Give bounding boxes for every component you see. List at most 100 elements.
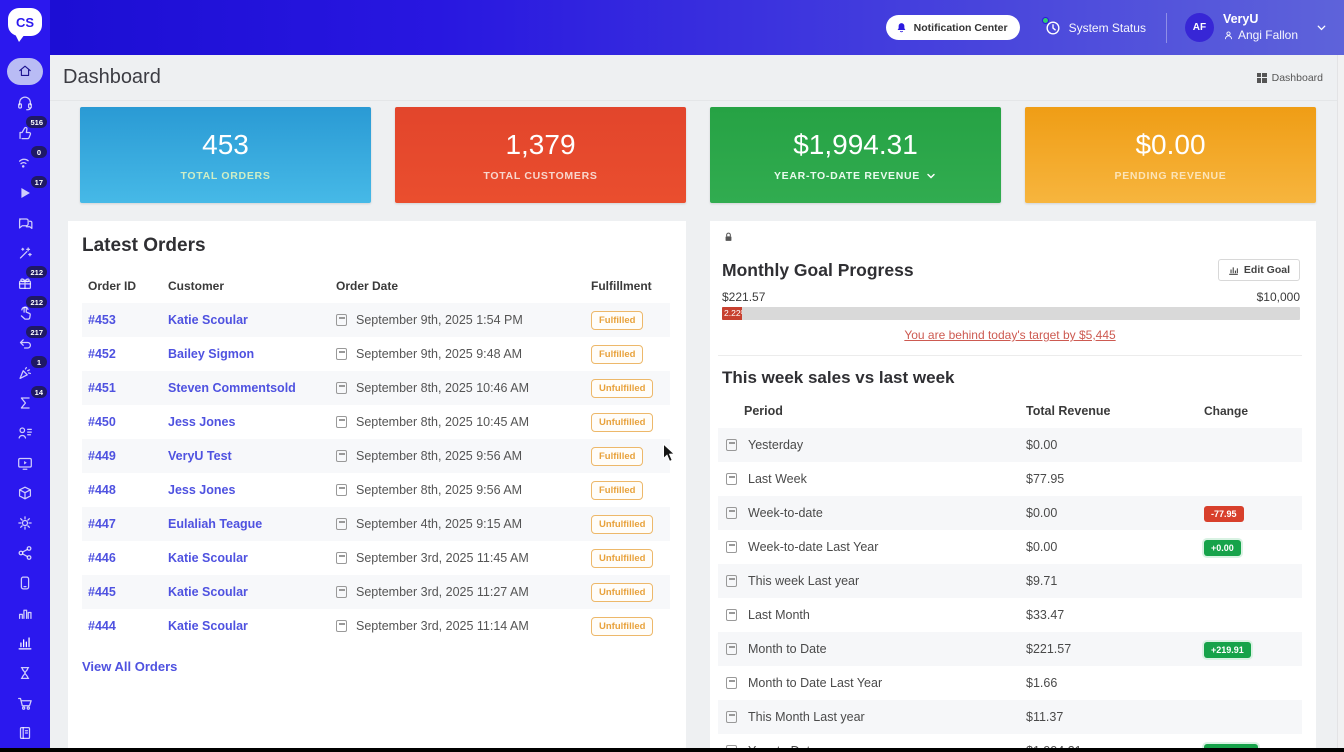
table-row[interactable]: #452 Bailey Sigmon September 9th, 2025 9…	[82, 337, 670, 371]
period-label: This Month Last year	[748, 710, 865, 724]
order-id-link[interactable]: #448	[88, 483, 116, 497]
table-row: This Month Last year $11.37	[718, 700, 1302, 734]
notification-center-button[interactable]: Notification Center	[885, 15, 1020, 40]
table-row[interactable]: #446 Katie Scoular September 3rd, 2025 1…	[82, 541, 670, 575]
status-online-dot	[1041, 16, 1049, 24]
pending-revenue-card[interactable]: $0.00 PENDING REVENUE	[1025, 107, 1316, 203]
fulfillment-badge: Unfulfilled	[591, 379, 654, 398]
sidebar-item-engagement[interactable]: 516	[0, 116, 50, 148]
customer-link[interactable]: Katie Scoular	[168, 551, 248, 565]
customer-link[interactable]: Jess Jones	[168, 483, 236, 497]
customer-link[interactable]: Eulaliah Teague	[168, 517, 263, 531]
contacts-icon	[18, 427, 32, 439]
sidebar-item-offers[interactable]: 212	[0, 266, 50, 298]
calendar-icon	[336, 620, 347, 632]
customer-link[interactable]: Steven Commentsold	[168, 381, 296, 395]
sidebar-item-media[interactable]	[0, 448, 50, 478]
sidebar-item-history[interactable]	[0, 658, 50, 688]
order-date: September 9th, 2025 9:48 AM	[356, 347, 523, 361]
table-row[interactable]: #449 VeryU Test September 8th, 2025 9:56…	[82, 439, 670, 473]
customer-link[interactable]: Bailey Sigmon	[168, 347, 255, 361]
chevron-down-icon[interactable]	[1315, 21, 1328, 34]
calendar-icon	[336, 518, 347, 530]
fulfillment-badge: Unfulfilled	[591, 583, 654, 602]
sidebar-item-ledger[interactable]	[0, 718, 50, 748]
order-date: September 3rd, 2025 11:27 AM	[356, 585, 529, 599]
order-id-link[interactable]: #447	[88, 517, 116, 531]
sidebar-item-integrations[interactable]	[0, 538, 50, 568]
total-customers-card[interactable]: 1,379 TOTAL CUSTOMERS	[395, 107, 686, 203]
revenue-value: $1.66	[1026, 676, 1058, 690]
order-id-link[interactable]: #452	[88, 347, 116, 361]
right-panel: Monthly Goal Progress Edit Goal $221.57 …	[710, 221, 1316, 748]
sidebar-item-promotions[interactable]: 1	[0, 356, 50, 388]
fulfillment-badge: Fulfilled	[591, 447, 644, 466]
sidebar-item-mobile[interactable]	[0, 568, 50, 598]
funnel-icon	[20, 397, 30, 409]
sidebar-item-funnels[interactable]: 14	[0, 386, 50, 418]
calendar-icon	[726, 473, 737, 485]
order-id-link[interactable]: #449	[88, 449, 116, 463]
scrollbar[interactable]	[1337, 55, 1344, 748]
order-id-link[interactable]: #451	[88, 381, 116, 395]
system-status-button[interactable]: System Status	[1041, 16, 1146, 37]
sidebar-item-headset[interactable]	[0, 88, 50, 118]
sidebar-item-live[interactable]: 17	[0, 176, 50, 208]
col-total-revenue: Total Revenue	[1026, 404, 1111, 418]
table-row[interactable]: #444 Katie Scoular September 3rd, 2025 1…	[82, 609, 670, 643]
customer-link[interactable]: Katie Scoular	[168, 619, 248, 633]
revenue-value: $77.95	[1026, 472, 1065, 486]
sidebar-item-returns[interactable]: 217	[0, 326, 50, 358]
customer-link[interactable]: Katie Scoular	[168, 585, 248, 599]
calendar-icon	[336, 348, 347, 360]
ytd-revenue-card[interactable]: $1,994.31 YEAR-TO-DATE REVENUE	[710, 107, 1001, 203]
col-order-date: Order Date	[336, 279, 399, 293]
sidebar-item-automations[interactable]	[0, 238, 50, 268]
sidebar-item-products[interactable]	[0, 478, 50, 508]
view-all-orders-link[interactable]: View All Orders	[82, 659, 178, 674]
table-row[interactable]: #451 Steven Commentsold September 8th, 2…	[82, 371, 670, 405]
order-date: September 4th, 2025 9:15 AM	[356, 517, 523, 531]
sidebar-item-cart[interactable]	[0, 688, 50, 718]
edit-goal-button[interactable]: Edit Goal	[1217, 259, 1300, 281]
customer-link[interactable]: Katie Scoular	[168, 313, 248, 327]
badge-count: 1	[31, 356, 47, 368]
fulfillment-badge: Unfulfilled	[591, 549, 654, 568]
period-label: Last Week	[748, 472, 807, 486]
sidebar-item-analytics[interactable]	[0, 628, 50, 658]
order-date: September 8th, 2025 10:45 AM	[356, 415, 530, 429]
play-icon	[21, 188, 30, 198]
customer-link[interactable]: Jess Jones	[168, 415, 236, 429]
headset-icon	[18, 96, 32, 111]
app-logo[interactable]: CS	[8, 8, 42, 42]
customer-link[interactable]: VeryU Test	[168, 449, 232, 463]
sidebar-item-broadcast[interactable]: 0	[0, 146, 50, 178]
badge-count: 17	[30, 176, 47, 188]
table-row[interactable]: #453 Katie Scoular September 9th, 2025 1…	[82, 303, 670, 337]
org-name: VeryU	[1222, 12, 1259, 27]
sidebar-item-messages[interactable]	[0, 208, 50, 238]
table-row[interactable]: #450 Jess Jones September 8th, 2025 10:4…	[82, 405, 670, 439]
table-row[interactable]: #445 Katie Scoular September 3rd, 2025 1…	[82, 575, 670, 609]
order-id-link[interactable]: #450	[88, 415, 116, 429]
total-orders-card[interactable]: 453 TOTAL ORDERS	[80, 107, 371, 203]
order-id-link[interactable]: #453	[88, 313, 116, 327]
chevron-down-icon[interactable]	[925, 170, 937, 182]
return-arrow-icon	[19, 339, 31, 349]
change-badge: +0.00	[1204, 540, 1241, 556]
calendar-icon	[336, 450, 347, 462]
table-row[interactable]: #447 Eulaliah Teague September 4th, 2025…	[82, 507, 670, 541]
order-id-link[interactable]: #444	[88, 619, 116, 633]
user-menu[interactable]: AF VeryU Angi Fallon	[1184, 12, 1328, 43]
breadcrumb[interactable]: Dashboard	[1256, 72, 1323, 84]
sidebar-item-settings[interactable]	[0, 508, 50, 538]
sidebar-item-customers[interactable]	[0, 418, 50, 448]
period-label: Yesterday	[748, 438, 804, 452]
sidebar-item-home[interactable]	[0, 54, 50, 88]
week-compare-title: This week sales vs last week	[722, 368, 955, 387]
table-row[interactable]: #448 Jess Jones September 8th, 2025 9:56…	[82, 473, 670, 507]
sidebar-item-taps[interactable]: 212	[0, 296, 50, 328]
order-id-link[interactable]: #445	[88, 585, 116, 599]
sidebar-item-reports[interactable]	[0, 598, 50, 628]
order-id-link[interactable]: #446	[88, 551, 116, 565]
